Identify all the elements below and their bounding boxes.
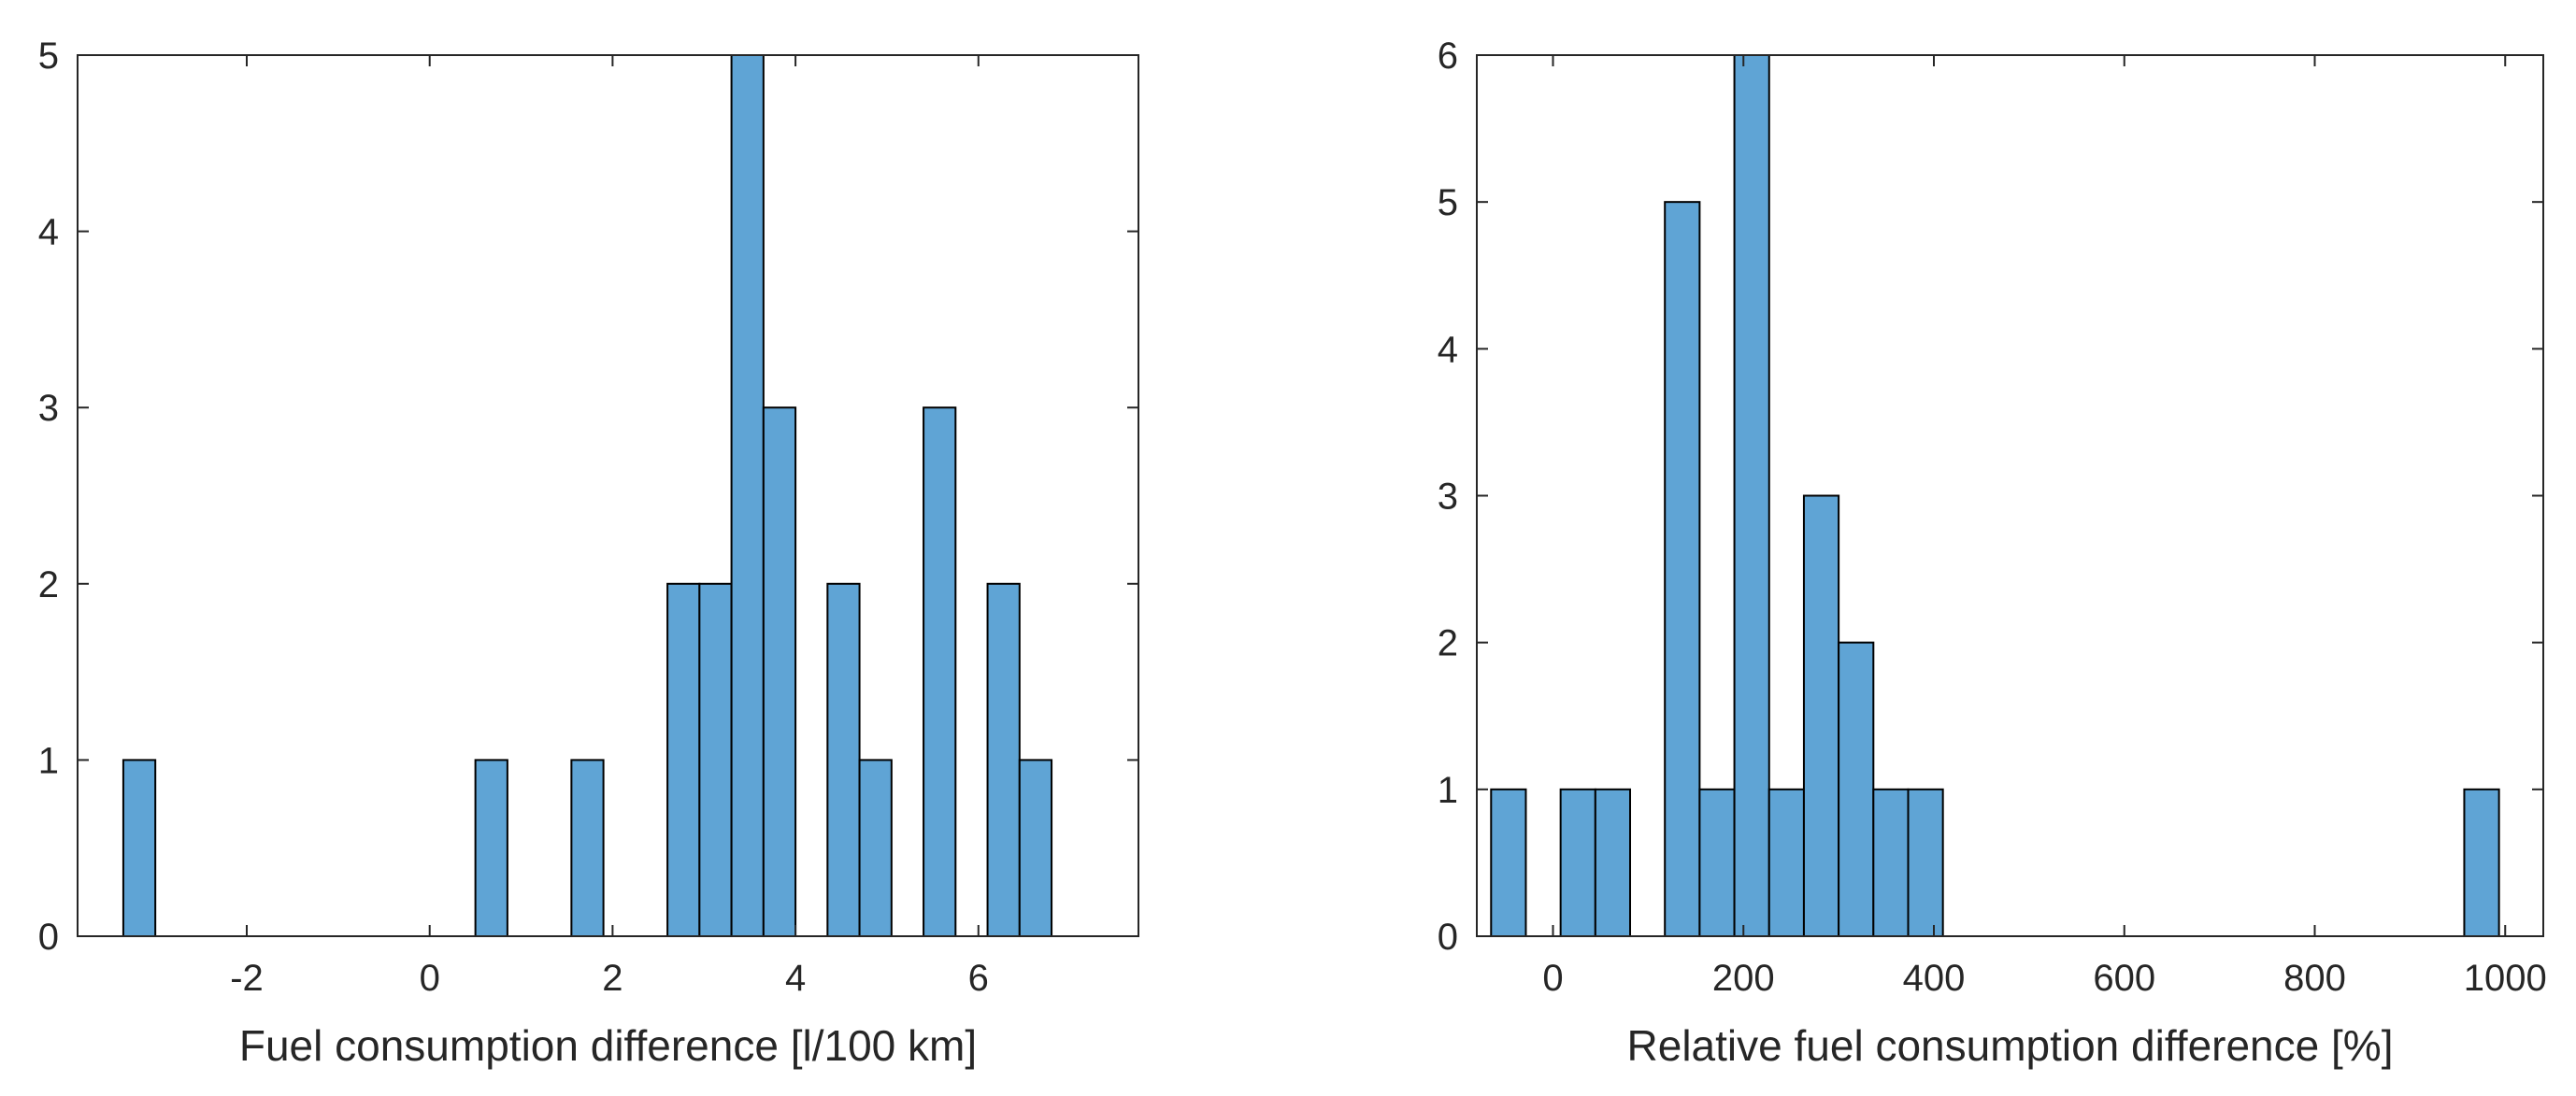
histogram-bar [2463, 788, 2500, 937]
y-tick-label: 2 [1438, 623, 1458, 664]
x-tick-label: 600 [2093, 958, 2155, 999]
histogram-bar [666, 582, 701, 937]
x-tick-label: 0 [1542, 958, 1563, 999]
x-tick-label: 2 [602, 958, 623, 999]
y-tick-label: 5 [1438, 182, 1458, 223]
y-tick-label: 3 [38, 388, 59, 429]
histogram-bar [923, 406, 957, 937]
histogram-bar [1018, 759, 1053, 938]
y-tick-label: 3 [1438, 477, 1458, 518]
histogram-bar [1490, 788, 1527, 937]
y-tick-label: 4 [38, 212, 59, 253]
y-tick-label: 4 [1438, 329, 1458, 370]
y-tick-label: 1 [1438, 770, 1458, 811]
x-tick-label: 400 [1903, 958, 1966, 999]
histogram-bar [730, 54, 765, 937]
x-tick-label: 0 [420, 958, 440, 999]
x-tick-label: 1000 [2464, 958, 2547, 999]
x-tick-label: -2 [230, 958, 264, 999]
histogram-bar [1664, 201, 1701, 937]
histogram-bar [474, 759, 508, 938]
histogram-bar [1767, 788, 1805, 937]
y-tick-label: 0 [1438, 917, 1458, 958]
x-tick-label: 800 [2283, 958, 2346, 999]
histogram-bar [1907, 788, 1944, 937]
histogram-bar [1733, 54, 1770, 937]
y-tick-label: 2 [38, 564, 59, 605]
histogram-bar [826, 582, 861, 937]
x-tick-label: 200 [1712, 958, 1775, 999]
histogram-bar [1838, 641, 1875, 938]
y-tick-label: 5 [38, 36, 59, 77]
x-tick-label: 4 [785, 958, 806, 999]
histogram-bar [986, 582, 1021, 937]
chart-1: -2 0 2 4 6 0 1 2 3 4 5 Fuel consumption difference … [38, 36, 1139, 1070]
y-tick-label: 1 [38, 740, 59, 781]
histogram-bar [122, 759, 157, 938]
histogram-bar [1559, 788, 1596, 937]
histogram-bar [1698, 788, 1736, 937]
x-tick-label: 6 [968, 958, 989, 999]
x-axis-label: Fuel consumption difference [l/100 km] [239, 1021, 977, 1070]
histogram-bar [1872, 788, 1910, 937]
chart-2: 0 200 400 600 800 1000 0 1 2 3 4 5 6 Relative fuel co… [1438, 36, 2547, 1070]
y-tick-label: 6 [1438, 36, 1458, 77]
histogram-bar [762, 406, 797, 937]
y-tick-label: 0 [38, 917, 59, 958]
histogram-bar [570, 759, 605, 938]
histogram-bar [698, 582, 733, 937]
histogram-bar [858, 759, 893, 938]
histogram-bar [1594, 788, 1632, 937]
axes-box [77, 54, 1139, 937]
x-axis-label: Relative fuel consumption difference [%] [1627, 1021, 2394, 1070]
axes-box [1476, 54, 2544, 937]
histogram-bar [1802, 494, 1840, 937]
